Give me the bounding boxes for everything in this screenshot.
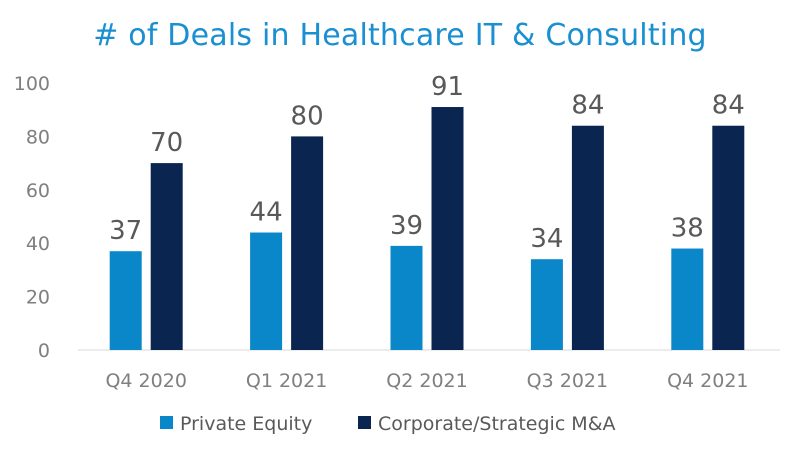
data-label: 80 (291, 101, 324, 131)
bar-private-equity (671, 248, 704, 350)
legend-label: Corporate/Strategic M&A (378, 413, 616, 435)
y-tick-label: 40 (26, 233, 50, 255)
bar-corporate-strategic (431, 107, 464, 350)
bar-corporate-strategic (571, 125, 604, 350)
legend-label: Private Equity (180, 413, 312, 435)
x-tick-label: Q3 2021 (527, 370, 608, 392)
bar-private-equity (109, 251, 142, 350)
data-label: 84 (712, 91, 745, 121)
data-label: 44 (250, 198, 283, 228)
data-label: 70 (150, 128, 183, 158)
data-label: 38 (671, 214, 704, 244)
y-tick-label: 20 (26, 287, 50, 309)
y-tick-label: 80 (26, 126, 50, 148)
data-label: 84 (571, 91, 604, 121)
data-label: 34 (530, 224, 563, 254)
bar-corporate-strategic (150, 163, 183, 350)
y-tick-label: 60 (26, 180, 50, 202)
x-tick-label: Q1 2021 (246, 370, 327, 392)
chart-title: # of Deals in Healthcare IT & Consulting (93, 18, 707, 53)
y-tick-label: 100 (14, 73, 50, 95)
bar-corporate-strategic (291, 136, 324, 350)
legend-swatch (160, 416, 173, 429)
x-tick-label: Q4 2020 (105, 370, 186, 392)
data-label: 91 (431, 72, 464, 102)
x-tick-label: Q4 2021 (667, 370, 748, 392)
data-label: 39 (390, 211, 423, 241)
y-tick-label: 0 (38, 340, 50, 362)
bar-private-equity (390, 245, 423, 350)
bar-private-equity (250, 232, 283, 350)
legend-swatch (358, 416, 371, 429)
bar-private-equity (530, 259, 563, 350)
data-label: 37 (109, 216, 142, 246)
x-tick-label: Q2 2021 (386, 370, 467, 392)
bar-corporate-strategic (712, 125, 745, 350)
